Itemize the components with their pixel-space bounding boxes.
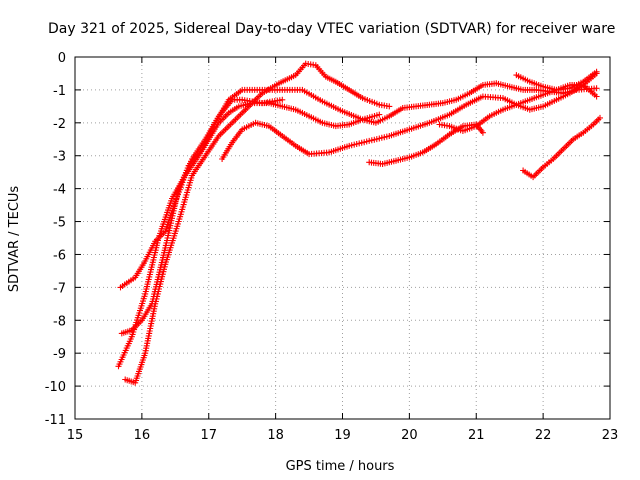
- x-tick-label: 16: [134, 428, 151, 443]
- y-tick-label: -1: [53, 84, 66, 99]
- y-tick-label: -11: [45, 413, 66, 428]
- y-tick-label: -8: [53, 314, 66, 329]
- y-tick-label: -7: [53, 281, 66, 296]
- series-track-8: [513, 68, 600, 93]
- series-markers: [118, 96, 286, 337]
- series-markers: [520, 114, 603, 181]
- x-tick-label: 20: [401, 428, 418, 443]
- series-line: [117, 102, 380, 367]
- series-track-5: [219, 70, 600, 162]
- y-tick-label: -6: [53, 248, 66, 263]
- x-tick-label: 22: [535, 428, 552, 443]
- y-tick-label: -5: [53, 216, 66, 231]
- series-track-3: [115, 100, 383, 370]
- x-tick-label: 15: [67, 428, 84, 443]
- x-tick-label: 17: [200, 428, 217, 443]
- y-tick-label: -4: [53, 183, 66, 198]
- x-tick-label: 19: [334, 428, 351, 443]
- x-tick-label: 18: [267, 428, 284, 443]
- series-markers: [122, 60, 393, 386]
- x-tick-label: 21: [468, 428, 485, 443]
- x-tick-label: 23: [602, 428, 619, 443]
- y-tick-label: -3: [53, 150, 66, 165]
- axes: 15 16 17 18 19 20 21 22 23 0 -1 -2 -3 -4 -5 -6 -7 -8 -9 -10…: [45, 51, 619, 443]
- series-track-2: [122, 60, 393, 386]
- chart-title: Day 321 of 2025, Sidereal Day-to-day VTE…: [48, 21, 615, 37]
- series-track-4: [118, 96, 286, 337]
- series-track-9: [520, 114, 603, 181]
- y-tick-label: -9: [53, 347, 66, 362]
- series-markers: [115, 100, 383, 370]
- data-series: [115, 60, 603, 386]
- grid-lines: [75, 57, 610, 419]
- x-axis-label: GPS time / hours: [286, 459, 395, 474]
- y-tick-label: -2: [53, 117, 66, 132]
- y-tick-label: -10: [45, 380, 66, 395]
- series-markers: [513, 68, 600, 93]
- series-line: [522, 117, 601, 178]
- y-tick-label: 0: [58, 51, 66, 66]
- y-axis-label: SDTVAR / TECUs: [7, 186, 22, 293]
